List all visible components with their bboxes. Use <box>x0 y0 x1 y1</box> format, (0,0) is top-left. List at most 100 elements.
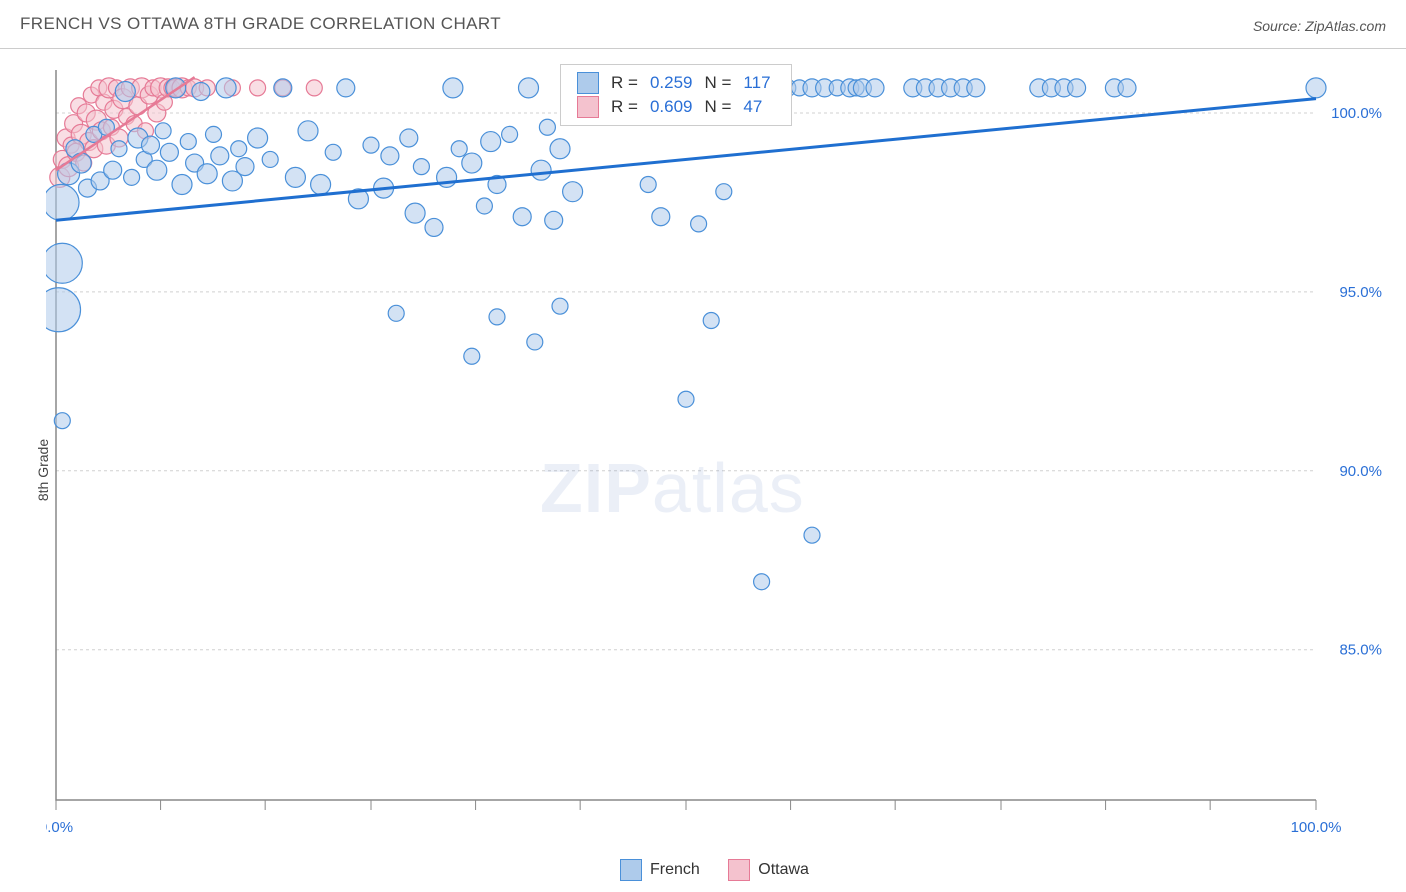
scatter-point <box>111 141 127 157</box>
scatter-point <box>206 126 222 142</box>
source-attribution: Source: ZipAtlas.com <box>1253 18 1386 34</box>
scatter-point <box>248 128 268 148</box>
scatter-point <box>552 298 568 314</box>
scatter-point <box>563 182 583 202</box>
svg-text:100.0%: 100.0% <box>1331 105 1382 122</box>
source-prefix: Source: <box>1253 18 1305 34</box>
n-label: N = <box>698 71 737 95</box>
scatter-point <box>652 208 670 226</box>
scatter-point <box>160 143 178 161</box>
n-value-pink: 47 <box>737 95 776 119</box>
scatter-point <box>311 175 331 195</box>
n-label: N = <box>698 95 737 119</box>
r-label: R = <box>605 71 644 95</box>
scatter-point <box>519 78 539 98</box>
scatter-point <box>192 82 210 100</box>
scatter-point <box>967 79 985 97</box>
scatter-point <box>115 81 135 101</box>
scatter-point <box>46 184 79 220</box>
correlation-row-pink: R = 0.609 N = 47 <box>571 95 777 119</box>
scatter-point <box>451 141 467 157</box>
scatter-point <box>285 167 305 187</box>
scatter-point <box>716 184 732 200</box>
n-value-blue: 117 <box>737 71 776 95</box>
scatter-point <box>703 312 719 328</box>
scatter-point <box>54 413 70 429</box>
svg-text:85.0%: 85.0% <box>1339 642 1382 659</box>
scatter-point <box>866 79 884 97</box>
r-value-pink: 0.609 <box>644 95 699 119</box>
scatter-point <box>754 574 770 590</box>
legend-swatch-blue-bottom <box>620 859 642 881</box>
scatter-point <box>381 147 399 165</box>
scatter-point <box>231 141 247 157</box>
scatter-point <box>180 134 196 150</box>
legend-item-blue: French <box>620 859 700 881</box>
scatter-point <box>46 288 81 332</box>
source-name: ZipAtlas.com <box>1305 18 1386 34</box>
scatter-point <box>678 391 694 407</box>
correlation-row-blue: R = 0.259 N = 117 <box>571 71 777 95</box>
chart-container: 8th Grade 85.0%90.0%95.0%100.0%0.0%100.0… <box>0 48 1406 892</box>
scatter-point <box>539 119 555 135</box>
scatter-point <box>1306 78 1326 98</box>
svg-text:95.0%: 95.0% <box>1339 284 1382 301</box>
legend-label-blue: French <box>650 861 700 879</box>
scatter-point <box>211 147 229 165</box>
scatter-point <box>155 123 171 139</box>
scatter-point <box>1118 79 1136 97</box>
scatter-point <box>104 161 122 179</box>
scatter-point <box>443 78 463 98</box>
scatter-point <box>550 139 570 159</box>
legend-swatch-pink <box>577 96 599 118</box>
scatter-point <box>388 305 404 321</box>
scatter-point <box>46 243 82 283</box>
scatter-point <box>464 348 480 364</box>
scatter-point <box>1068 79 1086 97</box>
scatter-point <box>172 175 192 195</box>
scatter-point <box>545 211 563 229</box>
correlation-legend: R = 0.259 N = 117 R = 0.609 N = 47 <box>560 64 792 126</box>
scatter-point <box>337 79 355 97</box>
scatter-point <box>413 159 429 175</box>
scatter-point <box>804 527 820 543</box>
scatter-point <box>306 80 322 96</box>
scatter-point <box>513 208 531 226</box>
scatter-point <box>71 153 91 173</box>
scatter-point <box>640 177 656 193</box>
scatter-point <box>405 203 425 223</box>
scatter-point <box>425 218 443 236</box>
scatter-point <box>476 198 492 214</box>
scatter-point <box>250 80 266 96</box>
scatter-point <box>236 158 254 176</box>
scatter-point <box>142 136 160 154</box>
scatter-point <box>325 144 341 160</box>
scatter-point <box>124 169 140 185</box>
scatter-point <box>400 129 418 147</box>
svg-text:90.0%: 90.0% <box>1339 463 1382 480</box>
series-legend: French Ottawa <box>620 859 833 886</box>
scatter-point <box>531 160 551 180</box>
scatter-point <box>363 137 379 153</box>
legend-swatch-blue <box>577 72 599 94</box>
scatter-point <box>197 164 217 184</box>
scatter-point <box>527 334 543 350</box>
scatter-point <box>462 153 482 173</box>
scatter-point <box>691 216 707 232</box>
scatter-point <box>298 121 318 141</box>
r-value-blue: 0.259 <box>644 71 699 95</box>
scatter-point <box>147 160 167 180</box>
svg-text:100.0%: 100.0% <box>1291 819 1342 836</box>
legend-swatch-pink-bottom <box>728 859 750 881</box>
legend-label-pink: Ottawa <box>758 861 809 879</box>
scatter-point <box>502 126 518 142</box>
svg-text:0.0%: 0.0% <box>46 819 73 836</box>
scatter-point <box>274 79 292 97</box>
chart-title: FRENCH VS OTTAWA 8TH GRADE CORRELATION C… <box>20 14 501 34</box>
scatter-point <box>216 78 236 98</box>
scatter-point <box>489 309 505 325</box>
scatter-point <box>262 151 278 167</box>
scatter-point <box>481 132 501 152</box>
scatter-plot: 85.0% 90.0% 95.0% 100.0% 0.0% 100.0% <box>46 60 1386 850</box>
chart-header: FRENCH VS OTTAWA 8TH GRADE CORRELATION C… <box>0 0 1406 49</box>
